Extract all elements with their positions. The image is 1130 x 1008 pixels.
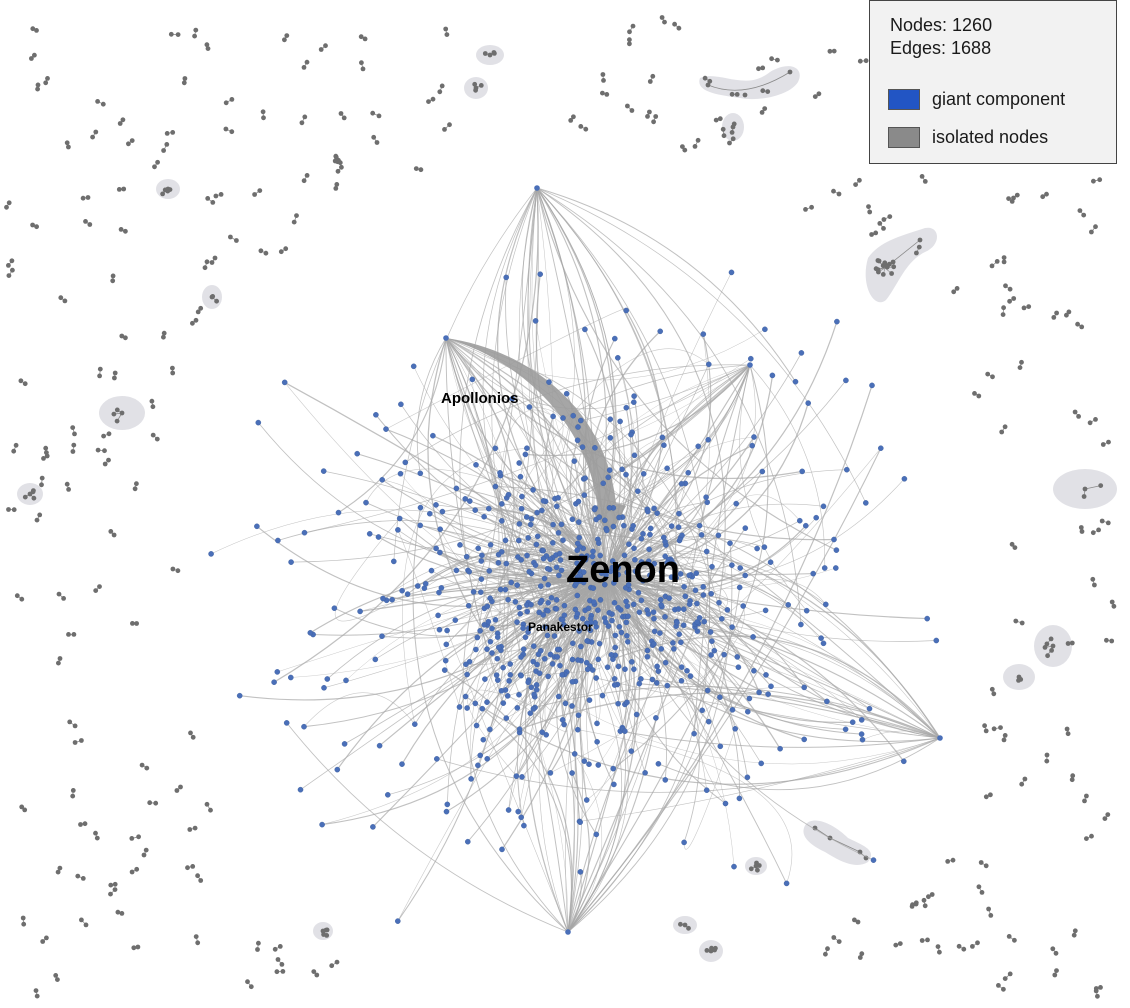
legend-label: giant component (932, 89, 1066, 109)
hub-label: Zenon (566, 549, 680, 591)
legend-item-isolated-nodes: isolated nodes (888, 127, 1048, 148)
giant-component-nodes (208, 185, 943, 935)
tertiary-label: Panakestor (528, 620, 593, 634)
isolated-cluster-hulls (17, 45, 1117, 962)
apollonios-zenon-flow (446, 338, 626, 535)
node-count: Nodes: 1260 (890, 15, 993, 35)
legend-item-giant-component: giant component (888, 89, 1065, 110)
isolated-nodes (4, 15, 1117, 999)
legend-label: isolated nodes (932, 127, 1049, 147)
isolated-nodes-swatch (888, 127, 920, 148)
secondary-label: Apollonios (441, 390, 519, 407)
edge-count: Edges: 1688 (890, 38, 992, 58)
node-labels: Zenon Apollonios Panakestor (441, 390, 680, 634)
giant-component-edges (210, 187, 941, 933)
legend-box: Nodes: 1260 Edges: 1688 giant component … (869, 0, 1117, 164)
giant-component-swatch (888, 89, 920, 110)
